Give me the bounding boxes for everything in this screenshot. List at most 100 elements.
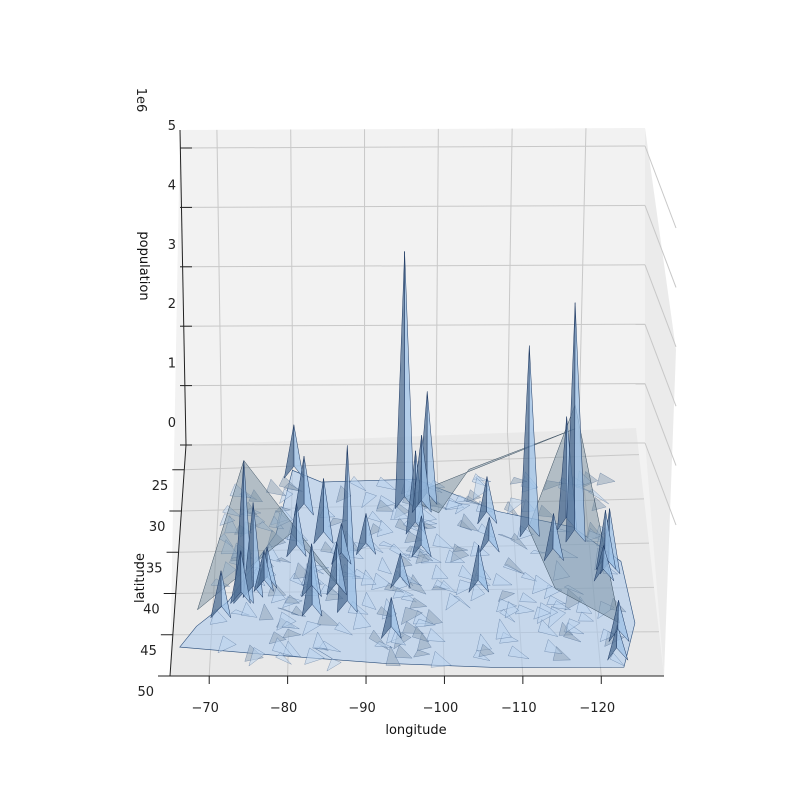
population-peak [390,552,411,589]
surface-facet [376,476,397,491]
surface-facet [597,600,615,620]
surface-facet [585,530,603,542]
population-peak [326,541,347,596]
population-peak [313,478,334,545]
surface-facet [537,504,556,518]
surface-facet [543,480,565,491]
population-peak [293,456,314,517]
surface-facet [412,626,430,643]
x-tick-label: −70 [191,701,218,716]
z-tick-label: 4 [168,178,176,193]
surface-facet [219,513,236,526]
surface-facet [275,652,292,665]
population-peak [301,543,322,598]
grid-line-z [181,323,646,327]
surface-facet [312,631,328,650]
surface-facet [439,580,457,594]
surface-facet [224,514,239,534]
population-peak [286,503,307,558]
surface-facet [376,519,394,537]
surface-facet [217,635,237,654]
surface-facet [431,585,446,590]
surface-facet [588,488,609,505]
surface-facet [394,644,413,659]
surface-facet [289,572,305,587]
population-peak [565,302,586,543]
z-tick-label: 1 [168,357,176,372]
surface-facet [414,618,436,628]
population-peak [210,570,231,619]
surface-facet [352,609,372,630]
surface-facet [384,582,404,593]
surface-facet [257,521,273,532]
surface-facet [334,622,353,636]
surface-facet [367,510,383,523]
population-peak [230,550,251,605]
surface-facet [222,505,242,517]
surface-facet [248,647,266,667]
y-tick-label: 35 [146,561,163,576]
surface-facet [240,601,258,618]
surface-facet [498,534,516,541]
surface-facet [270,587,286,604]
surface-facet [507,645,530,660]
surface-facet [459,513,479,532]
y-tick-label: 25 [152,479,169,494]
population-peak [381,597,402,639]
y-tick-label: 50 [137,685,154,700]
surface-facet [431,564,449,580]
grid-line-wall [506,128,513,433]
grid-line-z [181,204,646,208]
population-peak [593,545,615,582]
grid-line-z [181,145,646,149]
surface-facet [277,607,299,616]
surface-facet [599,628,616,643]
surface-facet [349,475,367,492]
surface-facet [495,618,512,640]
surface-facet [360,569,377,586]
surface-facet [509,476,528,485]
surface-facet [544,639,563,655]
z-tick-label: 3 [168,238,176,253]
surface-facet [283,483,303,492]
surface-facet [328,517,347,528]
y-tick-label: 30 [149,520,166,535]
surface-facet [609,652,625,667]
surface-facet [304,647,325,665]
grid-line-wall [290,129,294,441]
population-peak [477,476,498,525]
surface-facet [377,556,393,575]
population-peak [468,545,490,594]
surface-facet [563,584,584,595]
surface-facet [220,539,238,555]
surface-facet [426,628,446,642]
surface-facet [591,497,607,511]
right-pane [645,128,676,676]
x-tick-label: −100 [423,701,459,716]
population-peak [519,345,540,538]
grid-line-z-right [644,383,677,466]
surface-facet [453,595,471,609]
z-tick-label: 5 [168,119,176,134]
surface-facet [248,489,263,503]
surface-facet [317,609,340,626]
y-axis-label: latitude [133,553,148,603]
surface-facet [454,503,471,515]
surface-facet [533,606,552,620]
surface-facet [565,618,581,634]
surface-facet [374,641,393,648]
grid-line-z [181,383,646,387]
population-peak [242,502,264,599]
surface-facet [529,550,546,554]
surface-facet [492,573,513,586]
surface-facet [532,574,553,595]
population-peak [411,435,432,514]
population-peak [284,424,304,479]
population-peak [356,513,377,555]
surface-facet [385,645,401,667]
z-axis-offset-label: 1e6 [133,88,148,113]
surface-facet [409,597,428,609]
surface-facet [444,499,464,510]
surface-facet [578,611,595,622]
surface-facet [563,630,582,643]
